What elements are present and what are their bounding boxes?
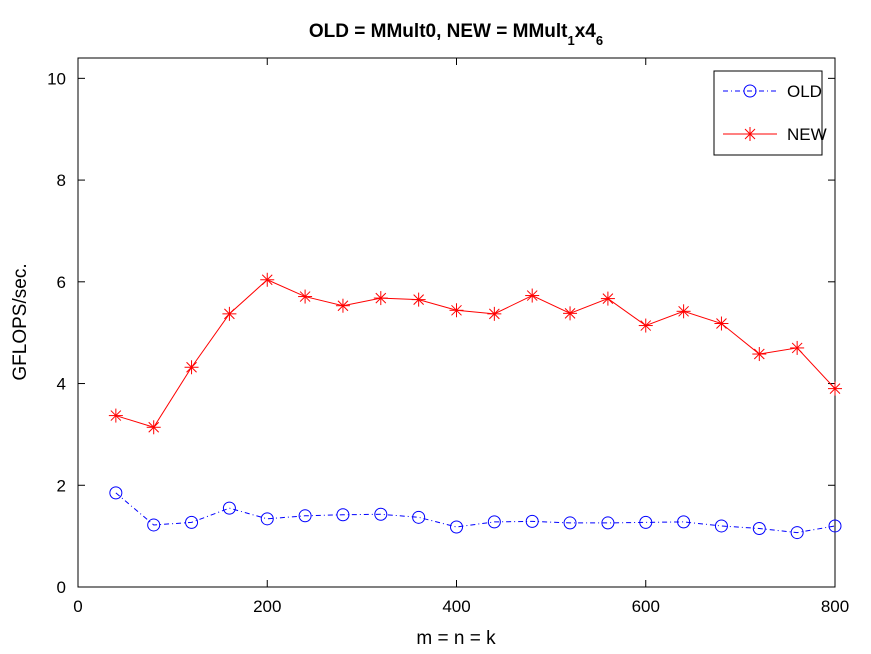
data-point-new-d2 — [791, 342, 803, 354]
data-point-old — [147, 518, 161, 532]
y-axis-ticks: 0 2 4 6 8 10 — [47, 69, 835, 597]
data-point-new — [563, 306, 578, 321]
data-point-old — [487, 515, 501, 529]
data-point-new-d2 — [678, 305, 689, 317]
series-line-old — [115, 492, 836, 534]
data-point-new-d2 — [110, 410, 122, 421]
data-point-new-d2 — [564, 307, 576, 319]
data-point-new-d2 — [224, 308, 235, 320]
data-point-new — [525, 288, 540, 303]
chart-title-subscript-2: 6 — [596, 33, 603, 48]
x-tick-label: 0 — [73, 597, 82, 616]
data-point-new — [146, 420, 161, 435]
legend: OLD NEW — [713, 70, 827, 156]
data-point-new-d2 — [337, 300, 349, 312]
data-point-new — [449, 303, 464, 318]
data-point-new-d2 — [413, 294, 425, 305]
data-point-old — [222, 501, 236, 515]
data-point-new-d2 — [602, 293, 614, 304]
legend-entry-new — [723, 127, 777, 141]
x-tick-label: 800 — [821, 597, 849, 616]
y-axis-label: GFLOPS/sec. — [10, 263, 31, 380]
y-tick-label: 10 — [47, 69, 66, 88]
data-point-new — [411, 292, 426, 307]
x-axis-label: m = n = k — [416, 628, 496, 649]
chart-title-main: OLD = MMult0, NEW = MMult — [309, 21, 568, 42]
data-point-new — [335, 298, 350, 313]
data-point-old — [525, 514, 539, 528]
chart-title-mid: x4 — [575, 21, 597, 42]
legend-marker-old — [743, 84, 757, 98]
data-point-old — [374, 507, 388, 521]
chart-title: OLD = MMult0, NEW = MMult1x46 — [309, 21, 603, 48]
data-point-new-d2 — [299, 291, 311, 302]
data-point-new-d2 — [829, 383, 841, 394]
x-axis-ticks: 0 200 400 600 800 — [73, 58, 849, 616]
x-tick-label: 400 — [442, 597, 470, 616]
x-tick-label: 600 — [632, 597, 660, 616]
data-point-new-d2 — [375, 292, 387, 304]
legend-box — [713, 70, 823, 156]
data-point-new-d2 — [526, 290, 538, 301]
data-point-old — [639, 515, 653, 529]
data-point-new — [676, 304, 691, 319]
y-tick-label: 0 — [57, 578, 66, 597]
data-point-old — [336, 508, 350, 522]
data-point-new — [752, 347, 767, 362]
data-point-old — [109, 486, 123, 500]
series-line-new — [115, 279, 836, 428]
data-point-old — [185, 515, 199, 529]
data-point-new-d2 — [716, 318, 727, 329]
data-point-new — [260, 272, 275, 287]
data-point-old — [563, 516, 577, 530]
legend-marker-new-d2 — [744, 128, 756, 140]
data-point-old — [298, 509, 312, 523]
y-tick-label: 4 — [57, 375, 66, 394]
legend-entry-old — [723, 84, 777, 98]
legend-marker-new — [743, 127, 757, 141]
data-point-old — [677, 515, 691, 529]
data-point-new — [714, 316, 729, 331]
y-tick-label: 8 — [57, 171, 66, 190]
data-point-new-d2 — [148, 421, 160, 433]
data-point-new — [184, 360, 199, 375]
legend-label-new: NEW — [787, 125, 827, 144]
data-point-new-d2 — [640, 320, 652, 331]
legend-label-old: OLD — [787, 82, 822, 101]
data-point-new — [600, 291, 615, 306]
y-tick-label: 6 — [57, 273, 66, 292]
chart-title-subscript-1: 1 — [568, 33, 575, 48]
data-point-new-d2 — [261, 274, 273, 286]
data-point-old — [601, 516, 615, 530]
data-point-old — [752, 522, 766, 536]
series-layer — [108, 272, 842, 540]
data-point-old — [790, 526, 804, 540]
data-point-new — [373, 291, 388, 306]
x-tick-label: 200 — [253, 597, 281, 616]
data-point-new — [828, 381, 842, 396]
data-point-new — [790, 340, 805, 355]
data-point-old — [260, 512, 274, 526]
data-point-new — [222, 306, 237, 321]
data-point-old — [828, 519, 842, 533]
data-point-new-d2 — [451, 304, 462, 316]
data-point-new-d2 — [753, 348, 765, 360]
data-point-new — [298, 289, 313, 304]
data-point-new-d2 — [488, 308, 500, 320]
data-point-new — [638, 318, 653, 333]
data-point-old — [412, 510, 426, 524]
data-point-old — [714, 519, 728, 533]
y-tick-label: 2 — [57, 476, 66, 495]
data-point-new — [108, 408, 123, 423]
data-point-old — [450, 520, 463, 534]
data-point-new-d2 — [186, 361, 197, 373]
data-point-new — [487, 306, 502, 321]
